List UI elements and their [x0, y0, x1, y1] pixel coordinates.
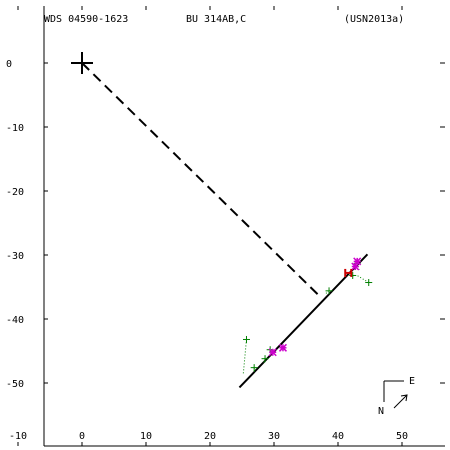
y-tick-label: -30	[6, 251, 24, 262]
x-tick-label: 30	[268, 431, 280, 442]
x-tick-label: 40	[332, 431, 344, 442]
primary-star-marker	[71, 52, 93, 74]
x-axis-top-ticks	[17, 6, 403, 10]
discoverer-label: BU 314AB,C	[186, 14, 246, 25]
compass-east-label: E	[409, 376, 415, 387]
hl-d2	[353, 257, 362, 266]
observation-point	[261, 355, 269, 363]
compass-rose: E N	[378, 376, 415, 417]
y-tick-label: -20	[6, 187, 24, 198]
y-axis-left: 0 -10 -20 -30 -40 -50	[6, 6, 48, 446]
x-tick-label: 20	[204, 431, 216, 442]
residual-line	[356, 275, 369, 283]
y-tick-label: -40	[6, 315, 24, 326]
y-tick-label: 0	[6, 59, 12, 70]
y-tick-label: -50	[6, 379, 24, 390]
predicted-layer	[344, 268, 353, 277]
x-tick-label: 50	[396, 431, 408, 442]
x-tick-label: 10	[140, 431, 152, 442]
highlighted-point	[268, 348, 277, 357]
compass-north-label: N	[378, 406, 384, 417]
highlighted-layer	[268, 257, 362, 357]
y-axis-right-ticks	[440, 62, 445, 384]
wds-id-label: WDS 04590-1623	[44, 14, 128, 25]
residual-line	[324, 290, 330, 295]
x-tick-label: -10	[9, 431, 27, 442]
compass-arrow-head	[400, 394, 408, 402]
hl-d2	[278, 343, 287, 352]
observation-point	[242, 335, 250, 343]
connector-layer	[81, 62, 322, 298]
highlighted-point	[353, 257, 362, 266]
observation-point	[365, 279, 373, 287]
observation-point	[250, 364, 258, 372]
connector-dashed-line	[81, 62, 322, 298]
reference-label: (USN2013a)	[344, 14, 404, 25]
highlighted-point	[278, 343, 287, 352]
predicted-marker	[344, 268, 353, 277]
x-tick-label: 0	[79, 431, 85, 442]
observation-point	[325, 287, 333, 295]
x-axis-bottom: -10 0 10 20 30 40 50	[9, 431, 445, 447]
compass-direction-arrow	[393, 394, 408, 409]
hl-d2	[268, 348, 277, 357]
primary-layer	[71, 52, 93, 74]
y-tick-label: -10	[6, 123, 24, 134]
